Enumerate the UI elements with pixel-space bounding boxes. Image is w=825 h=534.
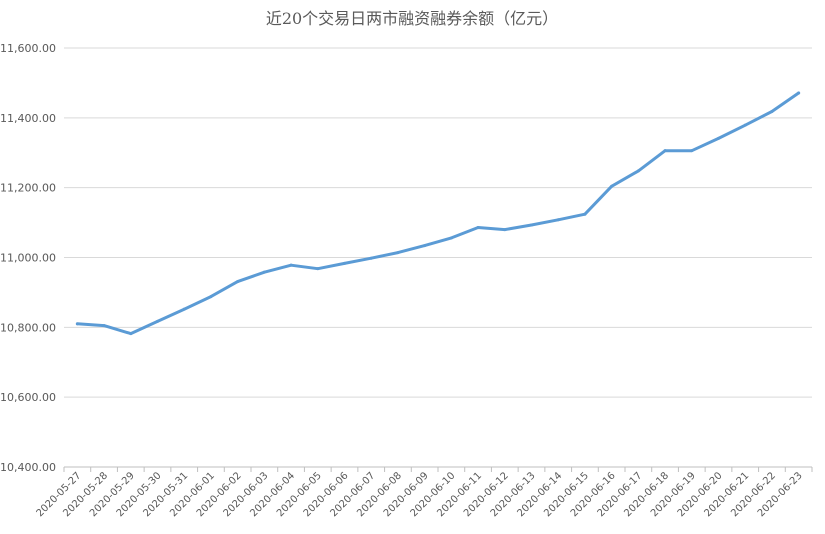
- data-point: [75, 322, 79, 326]
- data-point: [530, 223, 533, 227]
- data-point: [289, 263, 293, 267]
- data-point: [717, 136, 720, 140]
- data-point: [129, 332, 133, 336]
- data-point: [663, 149, 667, 153]
- y-tick-label: 11,200.00: [0, 182, 56, 195]
- y-tick-label: 10,600.00: [0, 391, 56, 404]
- data-point: [262, 270, 266, 274]
- y-tick-label: 10,400.00: [0, 461, 56, 474]
- data-point: [583, 212, 587, 216]
- data-point: [102, 324, 106, 328]
- y-tick-label: 11,400.00: [0, 112, 56, 125]
- series-layer: [75, 91, 801, 336]
- data-point: [636, 169, 640, 173]
- data-point: [610, 184, 614, 188]
- data-point: [743, 123, 747, 127]
- chart-title: 近20个交易日两市融资融券余额（亿元）: [266, 9, 558, 28]
- y-tick-label: 11,000.00: [0, 252, 56, 265]
- data-point: [770, 110, 774, 114]
- series-line-0: [75, 91, 801, 336]
- gridlines: [64, 47, 812, 398]
- data-point: [156, 319, 159, 323]
- data-point: [182, 307, 186, 311]
- data-point: [690, 149, 694, 153]
- data-point: [503, 228, 507, 232]
- data-point: [343, 261, 346, 265]
- y-axis: 10,400.00 10,600.00 10,800.00 11,000.00 11,2…: [0, 42, 56, 474]
- data-point: [476, 225, 480, 229]
- data-point: [369, 256, 373, 260]
- data-point: [423, 244, 427, 248]
- y-tick-label: 11,600.00: [0, 42, 56, 55]
- data-point: [209, 295, 213, 299]
- y-tick-label: 10,800.00: [0, 321, 56, 334]
- data-point: [449, 236, 453, 240]
- data-point: [236, 280, 240, 284]
- x-axis: 2020-05-272020-05-282020-05-292020-05-30…: [35, 466, 813, 519]
- data-point: [396, 251, 400, 255]
- data-point: [316, 267, 320, 271]
- data-point: [797, 91, 801, 95]
- data-point: [556, 218, 560, 222]
